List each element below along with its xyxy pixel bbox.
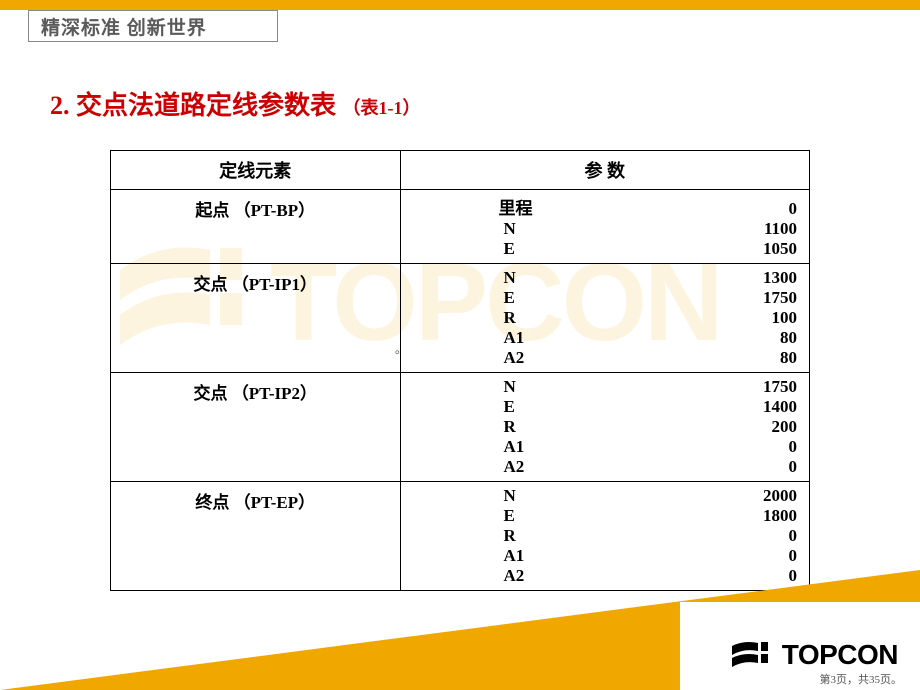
topcon-logo: TOPCON: [732, 638, 898, 672]
param-label: E: [409, 239, 648, 259]
param-value: 1750: [647, 377, 801, 397]
param-label: A1: [409, 546, 648, 566]
param-label: A2: [409, 457, 648, 477]
param-row: E1800: [409, 506, 802, 526]
param-value: 0: [647, 437, 801, 457]
param-row: A20: [409, 457, 802, 477]
param-row: R100: [409, 308, 802, 328]
element-cell: 起点 （PT-BP）: [111, 190, 401, 264]
topcon-logo-text: TOPCON: [782, 639, 898, 671]
param-row: A280: [409, 348, 802, 368]
param-row: A10: [409, 437, 802, 457]
table-row: 交点 （PT-IP1）N1300E1750R100A180A280: [111, 264, 810, 373]
param-label: A1: [409, 328, 648, 348]
title-sub: （表1-1）: [343, 98, 421, 118]
params-cell: N1300E1750R100A180A280: [400, 264, 810, 373]
param-row: R0: [409, 526, 802, 546]
table-header-row: 定线元素 参 数: [111, 151, 810, 190]
param-label: 里程: [409, 194, 648, 219]
param-label: N: [409, 219, 648, 239]
param-value: 1100: [647, 219, 801, 239]
title-number: 2.: [50, 91, 70, 120]
top-strip: [0, 0, 920, 10]
topcon-logo-icon: [732, 638, 776, 672]
element-cell: 交点 （PT-IP1）: [111, 264, 401, 373]
param-label: N: [409, 486, 648, 506]
param-label: E: [409, 506, 648, 526]
params-cell: N1750E1400R200A10A20: [400, 373, 810, 482]
param-row: N1100: [409, 219, 802, 239]
page-title: 2. 交点法道路定线参数表 （表1-1）: [50, 85, 421, 122]
param-value: 80: [647, 348, 801, 368]
param-label: N: [409, 377, 648, 397]
param-value: 1400: [647, 397, 801, 417]
parameter-table: 定线元素 参 数 起点 （PT-BP）里程0N1100E1050交点 （PT-I…: [110, 150, 810, 591]
element-cell: 交点 （PT-IP2）: [111, 373, 401, 482]
param-label: E: [409, 288, 648, 308]
param-value: 0: [647, 457, 801, 477]
param-label: R: [409, 526, 648, 546]
param-value: 80: [647, 328, 801, 348]
param-row: A180: [409, 328, 802, 348]
title-main: 交点法道路定线参数表: [76, 91, 336, 120]
param-label: A1: [409, 437, 648, 457]
motto-bar: 精深标准 创新世界: [28, 10, 278, 42]
param-row: R200: [409, 417, 802, 437]
param-value: 1050: [647, 239, 801, 259]
param-label: N: [409, 268, 648, 288]
param-row: 里程0: [409, 194, 802, 219]
param-label: E: [409, 397, 648, 417]
params-cell: 里程0N1100E1050: [400, 190, 810, 264]
param-row: E1050: [409, 239, 802, 259]
param-row: N2000: [409, 486, 802, 506]
param-value: 2000: [647, 486, 801, 506]
table-row: 交点 （PT-IP2）N1750E1400R200A10A20: [111, 373, 810, 482]
param-value: 100: [647, 308, 801, 328]
param-value: 1750: [647, 288, 801, 308]
header-params: 参 数: [400, 151, 810, 190]
param-value: 1300: [647, 268, 801, 288]
page-number: 第3页，共35页。: [820, 671, 903, 687]
param-row: N1750: [409, 377, 802, 397]
param-value: 200: [647, 417, 801, 437]
table-row: 起点 （PT-BP）里程0N1100E1050: [111, 190, 810, 264]
motto-text: 精深标准 创新世界: [41, 13, 207, 40]
param-label: R: [409, 417, 648, 437]
param-row: A10: [409, 546, 802, 566]
param-label: R: [409, 308, 648, 328]
param-row: E1750: [409, 288, 802, 308]
param-label: A2: [409, 348, 648, 368]
param-value: 0: [647, 546, 801, 566]
param-value: 1800: [647, 506, 801, 526]
param-row: N1300: [409, 268, 802, 288]
param-value: 0: [647, 526, 801, 546]
param-value: 0: [647, 194, 801, 219]
header-element: 定线元素: [111, 151, 401, 190]
param-row: E1400: [409, 397, 802, 417]
